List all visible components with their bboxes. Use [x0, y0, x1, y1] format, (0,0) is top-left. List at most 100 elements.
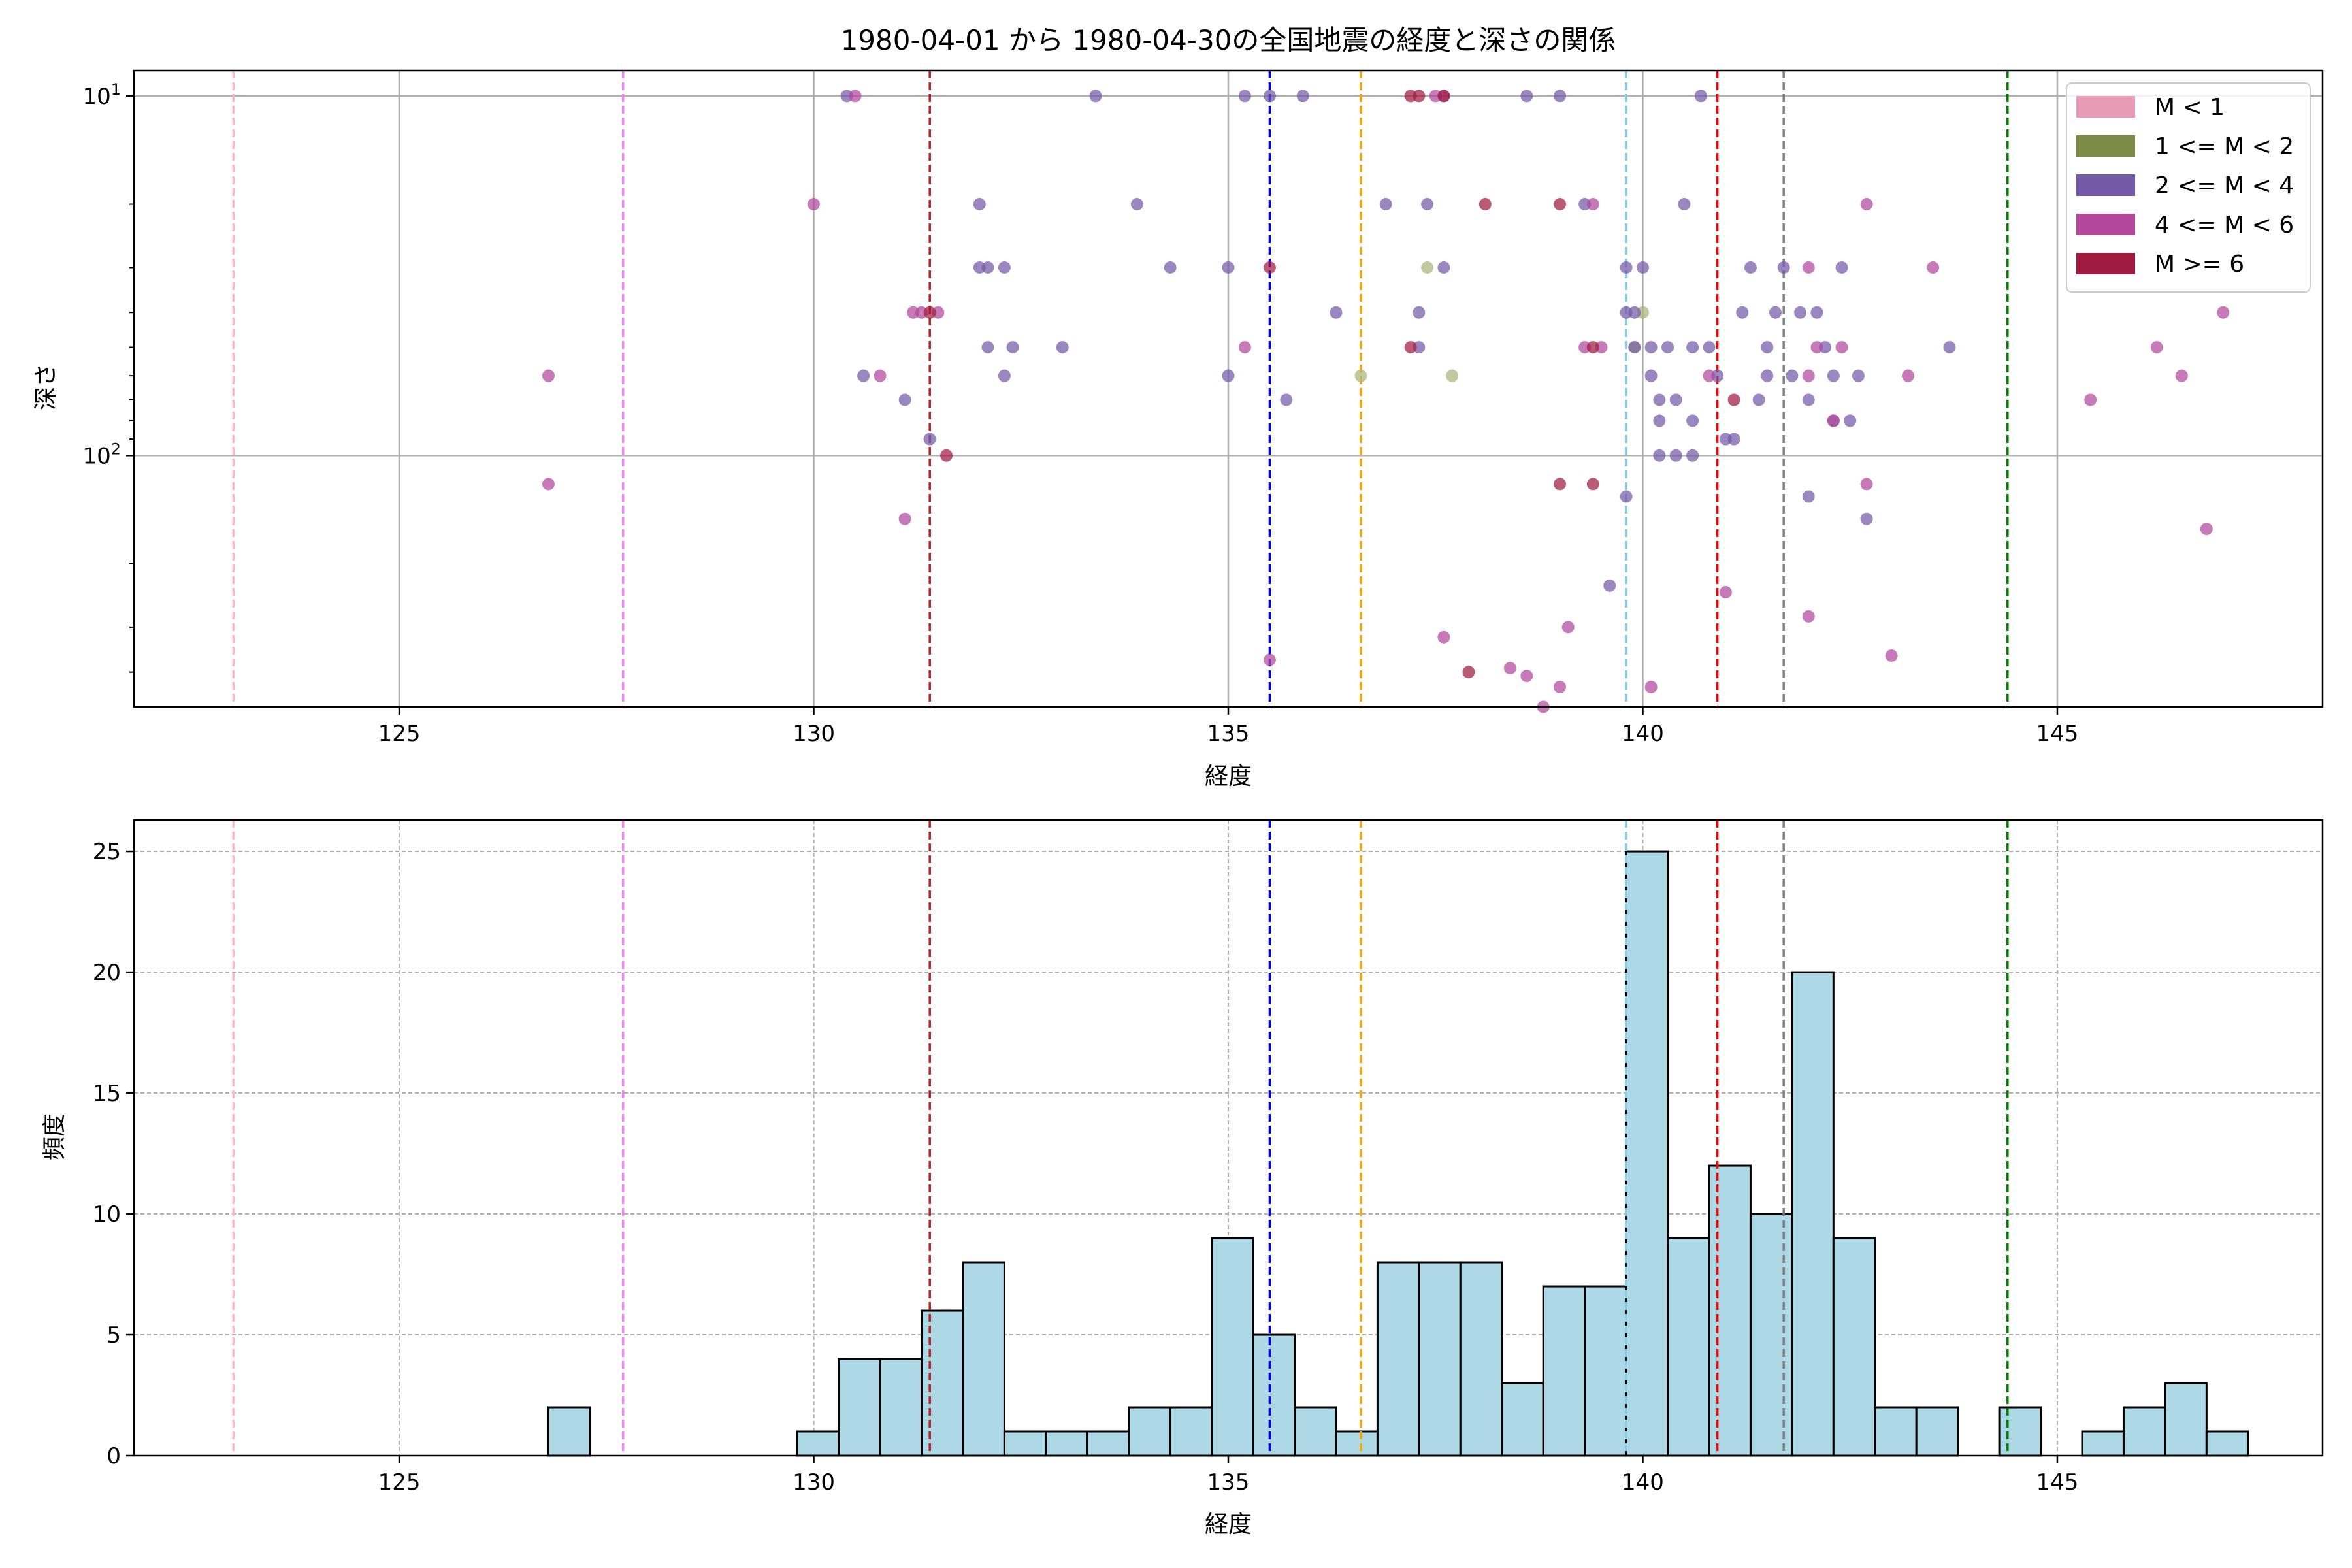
legend-swatch	[2076, 214, 2135, 235]
scatter-point	[1761, 369, 1774, 382]
scatter-point	[1835, 341, 1848, 354]
scatter-point	[1644, 341, 1658, 354]
scatter-point	[1280, 393, 1293, 406]
histogram-bar	[1832, 1237, 1876, 1457]
scatter-point	[1719, 586, 1732, 599]
scatter-point	[2217, 306, 2230, 319]
histogram-bar	[1915, 1406, 1959, 1457]
scatter-point	[1520, 670, 1533, 683]
histogram-x-ticks: 125 130 135 140 145	[378, 1456, 2078, 1495]
histogram-bar	[1667, 1237, 1710, 1457]
scatter-point	[1769, 306, 1782, 319]
scatter-point	[1446, 369, 1459, 382]
histogram-bar	[1542, 1285, 1586, 1457]
histogram-bar	[2164, 1382, 2208, 1457]
scatter-x-tick-label: 130	[792, 721, 835, 747]
scatter-point	[1586, 478, 1599, 491]
scatter-point	[1462, 666, 1475, 679]
scatter-x-axis-label: 経度	[1205, 763, 1252, 790]
scatter-point	[808, 198, 821, 211]
scatter-point	[1902, 369, 1915, 382]
scatter-point	[973, 198, 986, 211]
histogram-bar	[1459, 1261, 1503, 1457]
histogram-bar	[1045, 1430, 1088, 1457]
scatter-point	[2175, 369, 2188, 382]
histogram-x-tick-label: 145	[2036, 1469, 2078, 1495]
scatter-point	[1703, 341, 1716, 354]
scatter-point	[1927, 261, 1940, 274]
scatter-x-tick-label: 145	[2036, 721, 2078, 747]
scatter-point	[1686, 414, 1699, 427]
scatter-point	[1554, 478, 1567, 491]
figure-title: 1980-04-01 から 1980-04-30の全国地震の経度と深さの関係	[841, 24, 1616, 56]
scatter-reference-lines	[232, 71, 2009, 707]
scatter-point	[1686, 341, 1699, 354]
histogram-y-tick-label: 25	[93, 839, 121, 865]
histogram-bar	[1294, 1406, 1337, 1457]
scatter-point	[542, 369, 555, 382]
histogram-bar	[1003, 1430, 1047, 1457]
histogram-bar	[920, 1309, 964, 1457]
histogram-y-tick-label: 5	[106, 1322, 121, 1348]
scatter-point	[1810, 341, 1823, 354]
scatter-point	[1628, 306, 1641, 319]
scatter-point	[1653, 449, 1666, 462]
scatter-point	[998, 261, 1011, 274]
scatter-point	[898, 393, 911, 406]
histogram-bar	[796, 1430, 840, 1457]
scatter-point	[542, 478, 555, 491]
scatter-point	[1628, 341, 1641, 354]
scatter-point	[1238, 90, 1251, 103]
scatter-point	[1727, 393, 1740, 406]
scatter-point	[1089, 90, 1102, 103]
scatter-point	[1802, 369, 1815, 382]
scatter-x-tick-label: 125	[378, 721, 421, 747]
scatter-point	[1503, 662, 1516, 675]
legend-label: 1 <= M < 2	[2155, 133, 2294, 160]
scatter-point	[1636, 261, 1649, 274]
scatter-point	[1802, 393, 1815, 406]
scatter-point	[1404, 341, 1417, 354]
scatter-point	[1669, 393, 1682, 406]
histogram-reference-lines	[232, 820, 2009, 1456]
scatter-point	[1852, 369, 1865, 382]
scatter-point	[1694, 90, 1707, 103]
legend-label: M < 1	[2155, 94, 2225, 121]
scatter-x-ticks: 125 130 135 140 145	[378, 707, 2078, 747]
scatter-point	[1263, 261, 1276, 274]
scatter-point	[1263, 90, 1276, 103]
scatter-point	[1413, 306, 1426, 319]
scatter-point	[1835, 261, 1848, 274]
scatter-point	[1810, 306, 1823, 319]
histogram-y-ticks: 0 5 10 15 20 25	[93, 839, 134, 1469]
histogram-bar	[1128, 1406, 1171, 1457]
scatter-point	[1238, 341, 1251, 354]
legend-swatch	[2076, 135, 2135, 157]
scatter-grid	[134, 71, 2323, 707]
scatter-point	[1777, 261, 1790, 274]
scatter-point	[1860, 198, 1873, 211]
scatter-point	[1661, 341, 1674, 354]
scatter-point	[1164, 261, 1177, 274]
scatter-point	[1620, 490, 1633, 503]
scatter-point	[1885, 649, 1898, 662]
legend-swatch	[2076, 174, 2135, 196]
scatter-point	[1802, 610, 1815, 623]
scatter-point	[998, 369, 1011, 382]
scatter-point	[1437, 90, 1450, 103]
histogram-bar	[1874, 1406, 1918, 1457]
scatter-point	[1296, 90, 1309, 103]
scatter-x-tick-label: 140	[1622, 721, 1664, 747]
histogram-bar	[1501, 1382, 1544, 1457]
histogram-bar	[1998, 1406, 2042, 1457]
histogram-bar	[879, 1358, 923, 1457]
histogram-x-tick-label: 140	[1622, 1469, 1664, 1495]
histogram-bar	[1708, 1164, 1752, 1457]
scatter-point	[1056, 341, 1069, 354]
scatter-point	[1421, 198, 1434, 211]
histogram-bar	[2081, 1430, 2125, 1457]
scatter-point	[1586, 198, 1599, 211]
scatter-point	[1130, 198, 1143, 211]
